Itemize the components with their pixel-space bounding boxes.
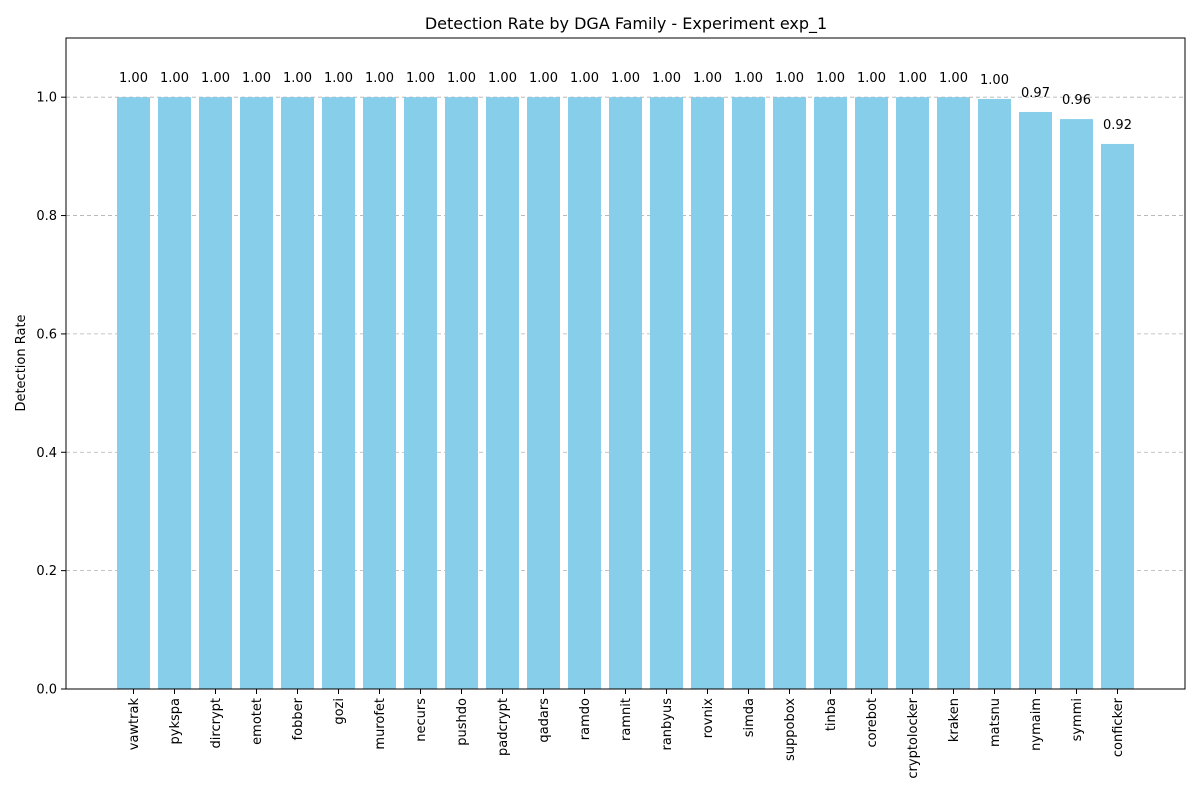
bar [322, 97, 355, 689]
x-tick-label: pykspa [168, 698, 183, 744]
bar-value-label: 1.00 [242, 71, 271, 86]
bar [978, 98, 1011, 689]
bar-value-label: 0.92 [1103, 118, 1132, 133]
bar [527, 97, 560, 689]
x-tick-label: cryptolocker [906, 697, 921, 778]
bar-value-label: 1.00 [693, 71, 722, 86]
x-tick-label: vawtrak [127, 698, 142, 751]
bar-value-label: 1.00 [119, 71, 148, 86]
bar-value-label: 1.00 [406, 71, 435, 86]
x-tick-label: tinba [824, 698, 839, 731]
x-tick-label: ramnit [619, 698, 634, 741]
bar-value-label: 1.00 [611, 71, 640, 86]
chart-title: Detection Rate by DGA Family - Experimen… [425, 14, 827, 34]
bar [363, 97, 396, 689]
bar [855, 97, 888, 689]
y-tick-label: 1.0 [36, 91, 57, 106]
bar [1101, 143, 1134, 690]
bar [404, 97, 437, 689]
bar [1019, 111, 1052, 689]
y-axis-label: Detection Rate [14, 314, 29, 411]
bar-value-label: 1.00 [201, 71, 230, 86]
bar-value-label: 1.00 [775, 71, 804, 86]
bar [650, 97, 683, 689]
x-tick-label: emotet [250, 698, 265, 745]
x-tick-label: suppobox [783, 698, 798, 761]
x-tick-label: murofet [373, 698, 388, 750]
bar-value-labels: 1.00 1.00 1.00 1.00 1.00 1.00 1.00 1.00 1.00 1.00… [119, 71, 1132, 133]
x-tick-label: dircrypt [209, 698, 224, 748]
x-tick-label: simda [742, 698, 757, 737]
x-tick-label: qadars [537, 698, 552, 743]
y-tick-label: 0.8 [36, 209, 57, 224]
bar [568, 97, 601, 689]
x-tick-label: necurs [414, 698, 429, 742]
bar [732, 97, 765, 689]
y-axis-ticks: 0.0 0.2 0.4 0.6 0.8 1.0 [36, 91, 66, 698]
bar-value-label: 1.00 [365, 71, 394, 86]
y-tick-label: 0.6 [36, 327, 57, 342]
bar-value-label: 1.00 [570, 71, 599, 86]
bar-value-label: 1.00 [734, 71, 763, 86]
bar [814, 97, 847, 689]
bar-value-label: 1.00 [324, 71, 353, 86]
x-tick-label: padcrypt [496, 698, 511, 756]
x-tick-label: pushdo [455, 698, 470, 746]
bar-value-label: 1.00 [160, 71, 189, 86]
bar-value-label: 1.00 [857, 71, 886, 86]
x-tick-label: symmi [1070, 698, 1085, 741]
bar-value-label: 1.00 [898, 71, 927, 86]
bar [199, 97, 232, 689]
bar [117, 97, 150, 689]
x-tick-label: rovnix [701, 698, 716, 739]
y-tick-label: 0.0 [36, 683, 57, 698]
x-tick-label: nymaim [1029, 698, 1044, 751]
bar [281, 97, 314, 689]
bar [158, 97, 191, 689]
x-tick-label: corebot [865, 698, 880, 747]
bar-value-label: 1.00 [447, 71, 476, 86]
bar-value-label: 0.97 [1021, 86, 1050, 101]
x-tick-label: ramdo [578, 698, 593, 740]
bar-value-label: 1.00 [816, 71, 845, 86]
bar [1060, 119, 1093, 689]
bar [691, 97, 724, 689]
bar [445, 97, 478, 689]
x-tick-label: conficker [1111, 697, 1126, 757]
x-tick-label: gozi [332, 698, 347, 725]
bar-value-label: 1.00 [652, 71, 681, 86]
bar [486, 97, 519, 689]
bar-value-label: 1.00 [529, 71, 558, 86]
bar [937, 97, 970, 689]
x-tick-label: fobber [291, 697, 306, 740]
x-tick-label: kraken [947, 698, 962, 742]
bar-value-label: 1.00 [283, 71, 312, 86]
bar-value-label: 1.00 [939, 71, 968, 86]
bar-value-label: 1.00 [980, 73, 1009, 88]
plot-frame [65, 37, 1186, 690]
x-axis-ticks: vawtrak pykspa dircrypt emotet fobber gozi mur… [127, 689, 1126, 779]
y-tick-label: 0.2 [36, 564, 57, 579]
y-tick-label: 0.4 [36, 446, 57, 461]
bar-value-label: 1.00 [488, 71, 517, 86]
bar [609, 97, 642, 689]
bar [240, 97, 273, 689]
bar [773, 97, 806, 689]
bars [117, 97, 1134, 690]
bar-value-label: 0.96 [1062, 93, 1091, 108]
bar [896, 97, 929, 689]
x-tick-label: ranbyus [660, 698, 675, 751]
x-tick-label: matsnu [988, 698, 1003, 747]
